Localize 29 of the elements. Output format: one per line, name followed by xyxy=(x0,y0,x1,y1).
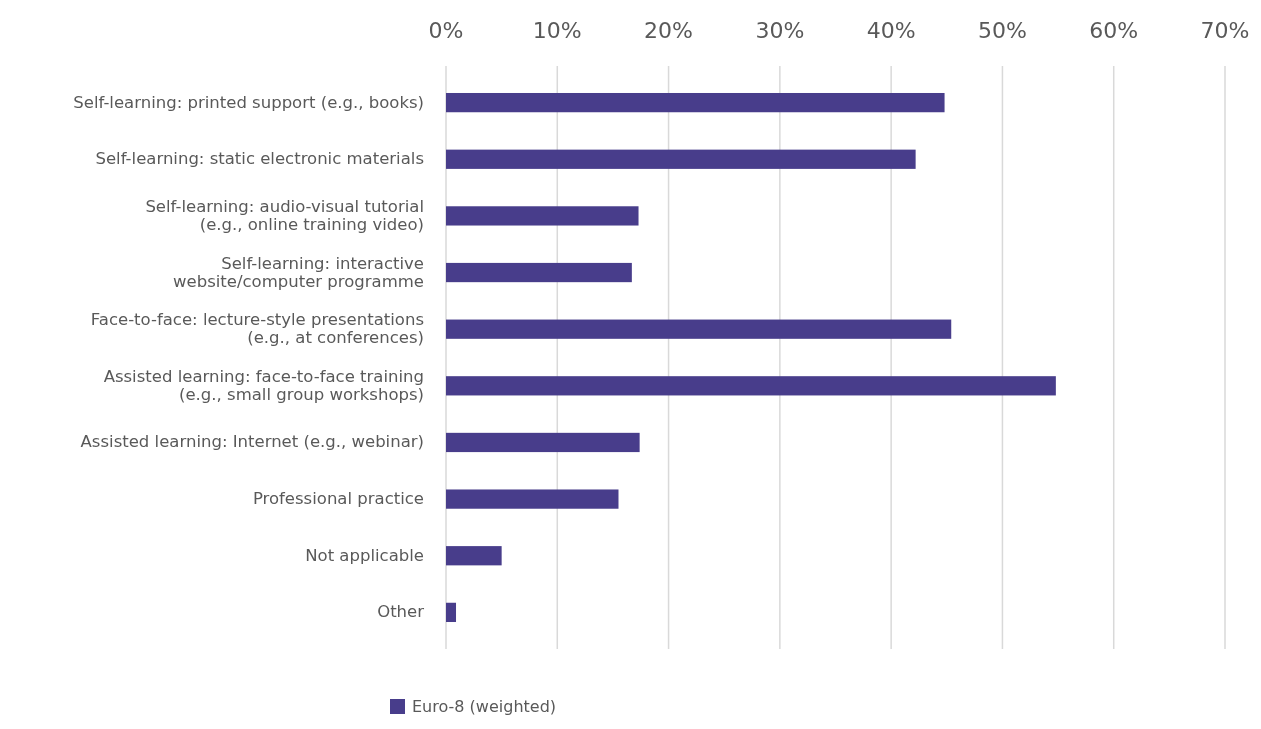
x-tick-label: 10% xyxy=(532,18,582,43)
x-tick-label: 20% xyxy=(644,18,694,43)
y-tick-label: Assisted learning: Internet (e.g., webinar) xyxy=(80,431,424,451)
y-tick-label: Professional practice xyxy=(252,488,424,508)
bar xyxy=(446,206,639,226)
y-tick-label: Self-learning: static electronic materials xyxy=(95,148,424,168)
bar xyxy=(446,376,1056,396)
y-tick-label: Face-to-face: lecture-style presentations (e.g., at conferences) xyxy=(90,309,424,347)
bar xyxy=(446,546,502,566)
y-tick-label: Not applicable xyxy=(305,545,424,565)
y-tick-label: Other xyxy=(377,601,425,621)
bar xyxy=(446,262,632,283)
x-tick-label: 70% xyxy=(1200,18,1250,43)
bar xyxy=(446,602,457,623)
bar xyxy=(446,149,916,169)
x-tick-label: 50% xyxy=(977,18,1027,43)
y-tick-label: Self-learning: interactive website/computer programme xyxy=(173,253,424,291)
bar xyxy=(446,319,952,339)
y-tick-label: Self-learning: printed support (e.g., books) xyxy=(73,92,424,112)
x-tick-label: 0% xyxy=(428,18,464,43)
bar xyxy=(446,92,945,113)
bar xyxy=(446,489,619,509)
y-tick-label: Self-learning: audio-visual tutorial (e.g., online training video) xyxy=(145,196,424,234)
legend-label: Euro-8 (weighted) xyxy=(412,696,557,716)
y-tick-label: Assisted learning: face-to-face training (e.g., small group workshops) xyxy=(103,366,424,404)
x-tick-label: 30% xyxy=(755,18,805,43)
x-tick-label: 60% xyxy=(1089,18,1139,43)
bar xyxy=(446,432,640,453)
x-tick-label: 40% xyxy=(866,18,916,43)
